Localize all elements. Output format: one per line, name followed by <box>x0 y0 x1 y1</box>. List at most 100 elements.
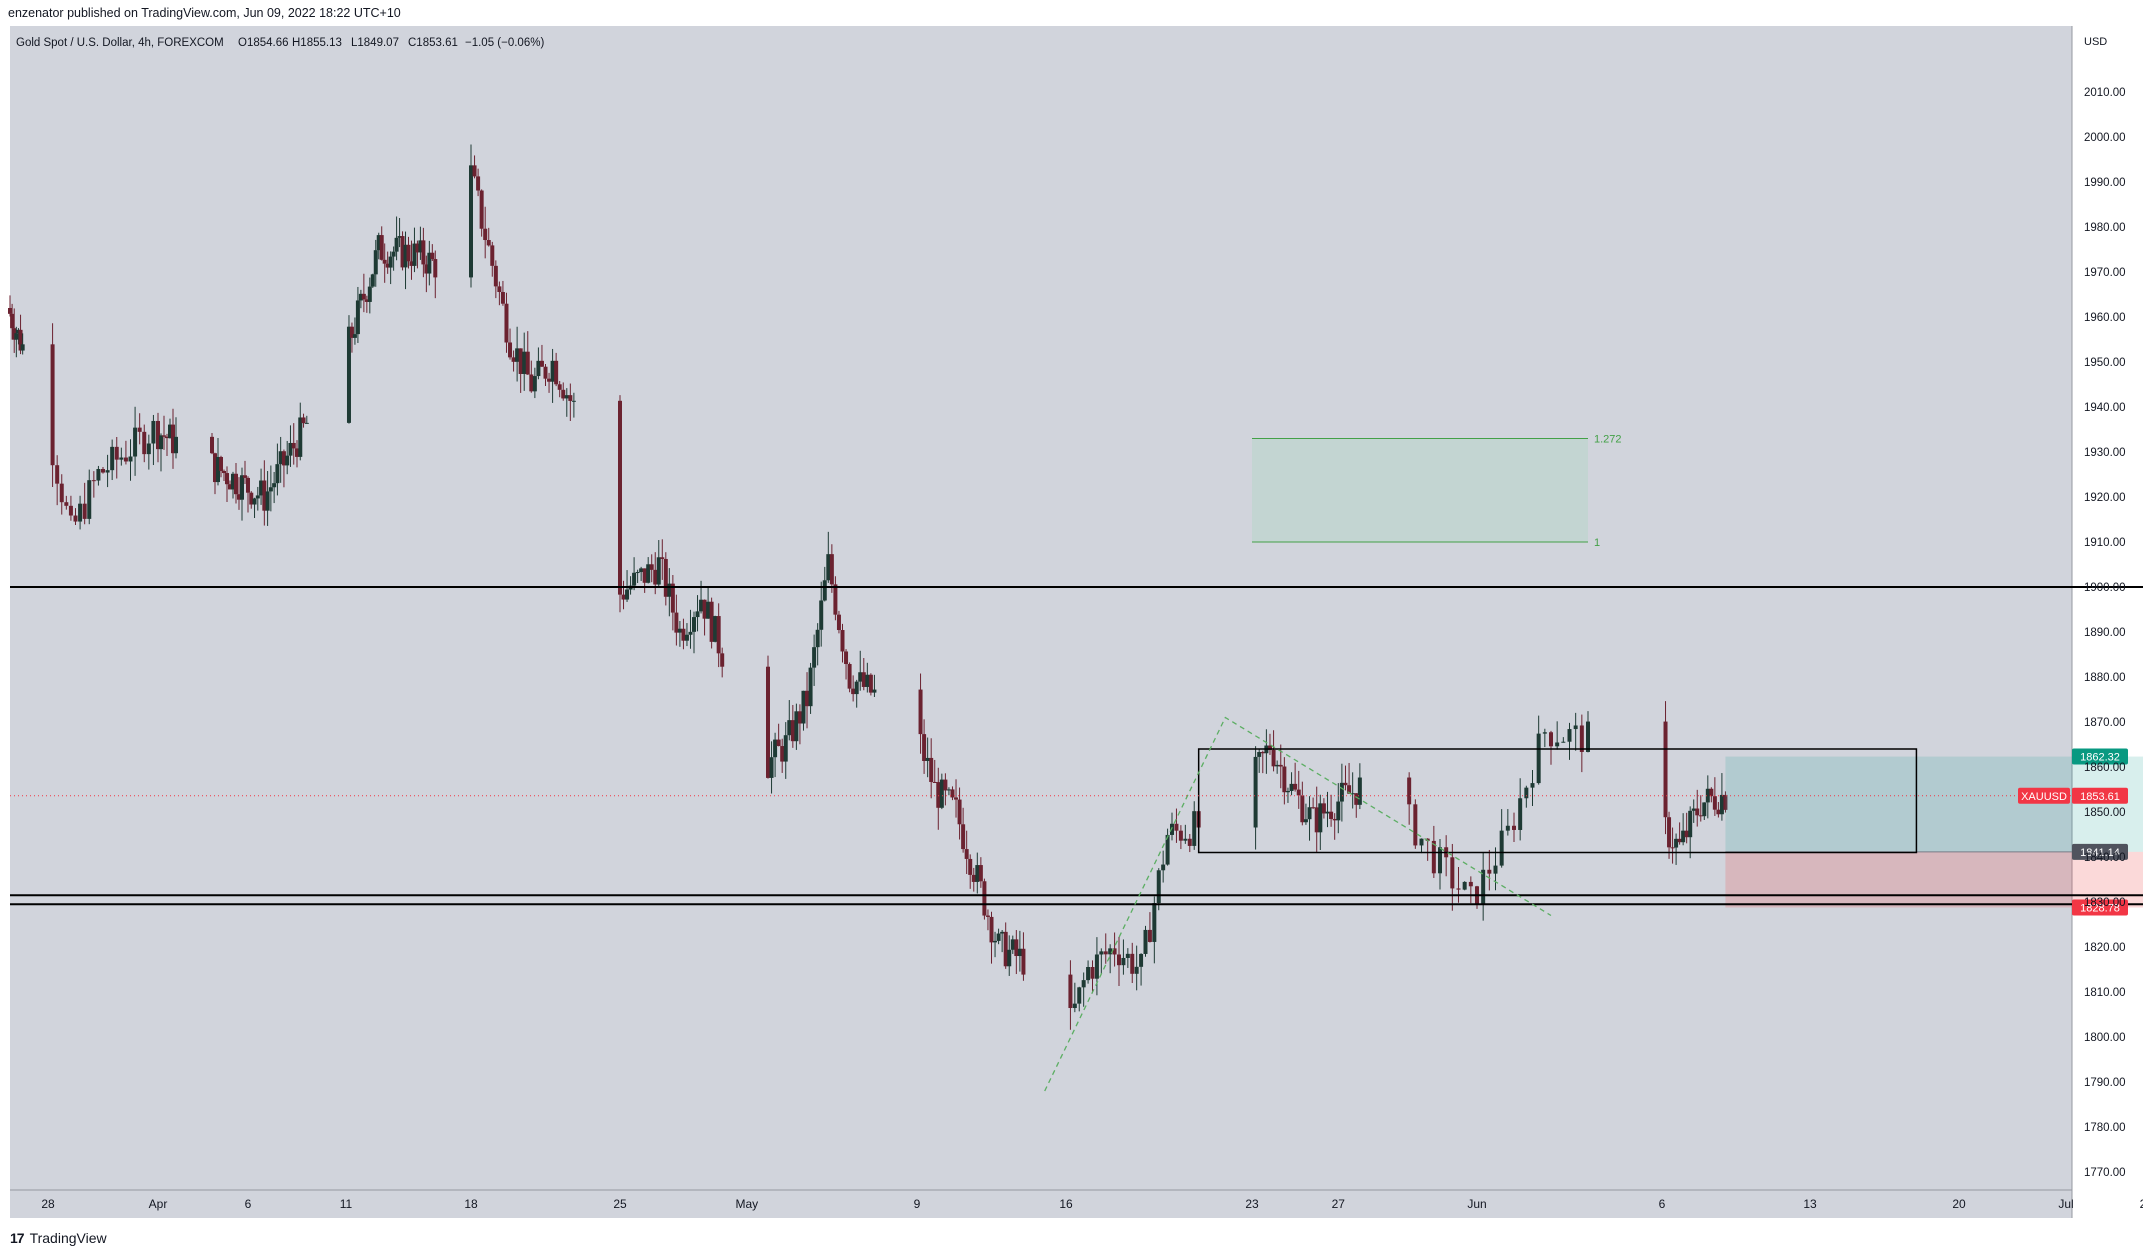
price-axis-background <box>2072 26 2132 1218</box>
candle-up <box>355 300 360 335</box>
candle-up <box>412 243 417 266</box>
candle-down <box>472 165 477 177</box>
fib-level-label: 1.272 <box>1594 434 1622 446</box>
x-tick-label: 23 <box>1245 1197 1259 1211</box>
candle-up <box>1481 869 1486 905</box>
candle-up <box>1350 793 1355 795</box>
candle-up <box>1192 811 1197 846</box>
candle-up <box>854 681 859 695</box>
candle-up <box>822 580 827 601</box>
candle-up <box>996 933 1001 941</box>
candle-down <box>557 384 562 390</box>
x-tick-label: 25 <box>613 1197 627 1211</box>
candle-down <box>237 494 241 500</box>
candle-down <box>1103 951 1108 955</box>
candle-down <box>922 734 927 761</box>
candle-down <box>670 583 675 613</box>
candle-up <box>78 503 83 522</box>
candle-up <box>1134 966 1139 974</box>
candle-down <box>525 351 530 375</box>
candle-up <box>1318 803 1323 833</box>
candle-up <box>272 483 277 488</box>
price-tag-value: 1841.14 <box>2080 847 2120 859</box>
candle-down <box>1450 857 1455 889</box>
candle-down <box>1579 725 1584 752</box>
candle-down <box>243 475 247 478</box>
candle-up <box>174 436 178 454</box>
candle-up <box>367 286 372 302</box>
candle-up <box>695 611 700 618</box>
candle-down <box>504 303 509 343</box>
candle-up <box>1108 948 1113 955</box>
candle-up <box>1536 733 1541 784</box>
candle-down <box>12 328 17 340</box>
candle-down <box>982 881 987 916</box>
candle-up <box>96 468 101 481</box>
candle-down <box>228 484 232 490</box>
chart-pane-background <box>10 26 2072 1218</box>
candle-up <box>550 360 555 382</box>
candle-up <box>285 455 290 466</box>
candle-up <box>667 583 672 597</box>
candle-down <box>68 505 73 516</box>
candle-down <box>165 436 169 439</box>
y-tick-label: 1990.00 <box>2084 177 2126 189</box>
candle-up <box>1275 764 1280 767</box>
candle-down <box>720 653 725 667</box>
ohlc-legend: Gold Spot / U.S. Dollar, 4h, FOREXCOM O1… <box>16 37 544 49</box>
x-tick-label: 16 <box>1059 1197 1073 1211</box>
y-tick-label: 1980.00 <box>2084 222 2126 234</box>
y-tick-label: 1780.00 <box>2084 1122 2126 1134</box>
candle-down <box>1296 789 1301 796</box>
candle-up <box>110 446 115 471</box>
candle-up <box>801 690 806 724</box>
candle-up <box>216 456 220 483</box>
candle-down <box>1187 838 1192 846</box>
y-tick-label: 1930.00 <box>2084 447 2126 459</box>
candle-down <box>836 614 841 631</box>
price-tag <box>2072 787 2128 804</box>
symbol-label: Gold Spot / U.S. Dollar, 4h, FOREXCOM <box>16 37 224 49</box>
candle-up <box>146 443 151 455</box>
candle-up <box>1289 783 1294 792</box>
candle-up <box>275 464 280 484</box>
candle-up <box>706 601 711 619</box>
candle-down <box>716 616 721 654</box>
candle-up <box>1094 954 1099 979</box>
candle-down <box>364 299 369 302</box>
candle-up <box>1010 939 1015 950</box>
candle-down <box>950 789 955 798</box>
candle-down <box>18 329 23 351</box>
candle-up <box>787 720 792 736</box>
candle-up <box>1285 791 1290 793</box>
candle-down <box>1014 939 1019 957</box>
candle-down <box>851 688 856 695</box>
candle-down <box>219 456 223 471</box>
y-tick-label: 1970.00 <box>2084 267 2126 279</box>
candle-up <box>677 628 682 633</box>
y-tick-label: 1880.00 <box>2084 672 2126 684</box>
candle-down <box>1311 807 1316 809</box>
candle-down <box>162 435 166 437</box>
candle-up <box>1702 802 1707 817</box>
candle-up <box>255 495 260 499</box>
candle-down <box>1332 818 1337 821</box>
candle-up <box>1170 823 1174 835</box>
tradingview-logo-icon[interactable]: 17 <box>10 1230 25 1246</box>
candle-up <box>403 244 408 268</box>
price-tag-value: 1862.32 <box>2080 752 2120 764</box>
y-tick-label: 2000.00 <box>2084 132 2126 144</box>
x-tick-label: May <box>736 1197 759 1211</box>
brand-label[interactable]: TradingView <box>29 1230 107 1246</box>
candle-up <box>522 351 527 374</box>
candle-down <box>547 378 552 382</box>
candle-down <box>1670 847 1675 849</box>
candle-down <box>476 176 481 191</box>
candle-down <box>618 400 622 595</box>
candle-up <box>571 400 576 402</box>
candle-down <box>1456 888 1461 890</box>
candle-down <box>954 797 959 800</box>
candle-down <box>1407 777 1412 805</box>
candle-down <box>210 436 214 454</box>
